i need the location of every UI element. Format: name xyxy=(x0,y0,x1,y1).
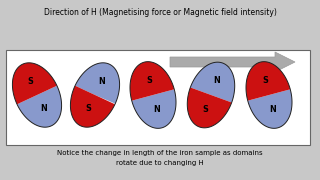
Text: S: S xyxy=(262,76,268,85)
Polygon shape xyxy=(17,86,61,127)
Polygon shape xyxy=(246,62,290,101)
Polygon shape xyxy=(75,63,120,104)
Bar xyxy=(6,50,310,145)
Polygon shape xyxy=(132,89,176,128)
Text: S: S xyxy=(28,77,34,86)
Text: rotate due to changing H: rotate due to changing H xyxy=(116,160,204,166)
Polygon shape xyxy=(187,87,232,128)
Text: N: N xyxy=(213,76,220,85)
Polygon shape xyxy=(248,89,292,128)
Text: N: N xyxy=(154,105,160,114)
Polygon shape xyxy=(130,62,174,101)
Polygon shape xyxy=(70,86,115,127)
FancyArrow shape xyxy=(170,52,295,72)
Text: S: S xyxy=(203,105,209,114)
Text: N: N xyxy=(40,104,47,113)
Polygon shape xyxy=(12,63,57,104)
Text: N: N xyxy=(98,77,105,86)
Text: S: S xyxy=(146,76,152,85)
Text: Notice the change in length of the iron sample as domains: Notice the change in length of the iron … xyxy=(57,150,263,156)
Polygon shape xyxy=(190,62,235,103)
Text: S: S xyxy=(85,104,92,113)
Text: Direction of H (Magnetising force or Magnetic field intensity): Direction of H (Magnetising force or Mag… xyxy=(44,8,276,17)
Text: N: N xyxy=(269,105,276,114)
